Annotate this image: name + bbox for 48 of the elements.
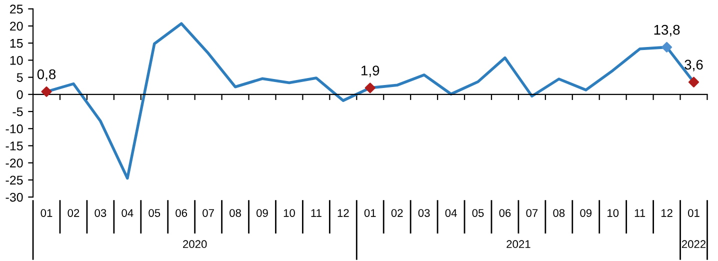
y-tick-label: -10 <box>6 124 23 134</box>
x-tick-label: 03 <box>418 209 430 217</box>
y-tick-label: 0 <box>16 90 23 100</box>
y-tick-label: -15 <box>6 142 23 150</box>
x-tick-label: 12 <box>661 209 672 217</box>
text: 2021 <box>506 240 530 248</box>
x-tick-label: 04 <box>122 209 134 217</box>
x-tick-label: 06 <box>499 209 511 217</box>
data-label: 3,6 <box>684 60 703 72</box>
y-tick-label: -5 <box>12 107 23 116</box>
x-tick-label: 02 <box>391 209 403 217</box>
x-tick-label: 01 <box>688 209 700 217</box>
x-tick-label: 10 <box>284 209 295 217</box>
y-tick-label: -20 <box>6 158 23 168</box>
x-tick-label: 02 <box>68 209 80 217</box>
x-tick-label: 06 <box>176 209 188 217</box>
point <box>688 76 700 88</box>
x-tick-label: 08 <box>553 209 565 217</box>
y-tick-label: 25 <box>10 4 23 14</box>
x-tick-label: 10 <box>608 209 619 217</box>
x-tick-label: 05 <box>148 209 160 217</box>
point <box>364 82 376 94</box>
y-tick-label: 15 <box>10 39 23 48</box>
x-tick-label: 08 <box>230 209 241 217</box>
point <box>661 42 672 52</box>
text: 2022 <box>682 240 706 248</box>
x-tick-label: 12 <box>338 209 349 217</box>
y-tick-label: 20 <box>10 22 23 31</box>
y-tick-label: -30 <box>6 192 23 202</box>
x-tick-label: 03 <box>94 209 106 217</box>
x-tick-label: 04 <box>445 209 457 217</box>
x-tick-label: 11 <box>311 209 322 217</box>
x-tick-label: 07 <box>526 209 538 217</box>
y-tick-label: 5 <box>16 73 23 82</box>
y-tick-label: -25 <box>6 176 23 185</box>
data-label: 13,8 <box>654 24 680 36</box>
x-tick-label: 11 <box>634 209 646 217</box>
data-label: 0,8 <box>37 69 56 81</box>
x-tick-label: 09 <box>256 209 268 217</box>
y-tick-label: 10 <box>10 56 23 65</box>
x-tick-label: 05 <box>472 209 484 217</box>
x-tick-label: 01 <box>40 209 52 217</box>
point <box>41 86 52 97</box>
data-label: 1,9 <box>362 66 380 78</box>
x-tick-label: 01 <box>364 209 376 217</box>
text: 2020 <box>183 240 207 248</box>
x-tick-label: 09 <box>580 209 592 217</box>
x-tick-label: 07 <box>202 209 214 217</box>
